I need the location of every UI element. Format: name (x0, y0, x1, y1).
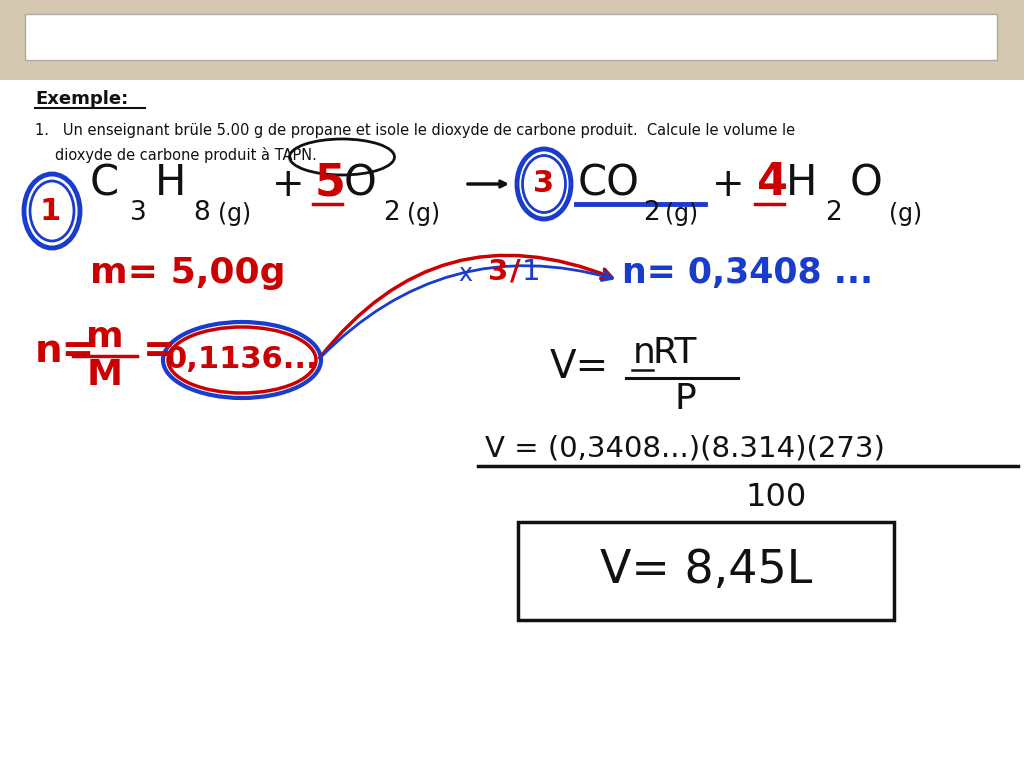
Text: dioxyde de carbone produit à TAPN.: dioxyde de carbone produit à TAPN. (55, 147, 316, 163)
Text: 3: 3 (534, 170, 555, 198)
Text: O: O (344, 162, 377, 204)
Text: 1: 1 (39, 197, 60, 226)
Text: +: + (272, 166, 304, 204)
FancyArrowPatch shape (319, 266, 612, 358)
Text: m: m (86, 320, 124, 354)
Text: P: P (674, 382, 695, 416)
Text: 3: 3 (488, 258, 508, 286)
Text: 8: 8 (193, 200, 210, 226)
Text: 1.   Un enseignant brüle 5.00 g de propane et isole le dioxyde de carbone produi: 1. Un enseignant brüle 5.00 g de propane… (35, 123, 795, 138)
Text: n=: n= (35, 332, 95, 370)
Text: (g): (g) (665, 202, 698, 226)
FancyBboxPatch shape (25, 14, 997, 60)
Text: V = (0,3408...)(8.314)(273): V = (0,3408...)(8.314)(273) (485, 435, 885, 463)
Text: (g): (g) (889, 202, 923, 226)
Text: (g): (g) (407, 202, 440, 226)
Text: 2: 2 (643, 200, 659, 226)
Text: 3: 3 (130, 200, 146, 226)
Text: H: H (155, 162, 186, 204)
Text: 1: 1 (522, 258, 541, 286)
Text: M: M (87, 358, 123, 392)
Text: C: C (90, 162, 119, 204)
Text: 2: 2 (825, 200, 842, 226)
Text: RT: RT (652, 336, 696, 370)
Text: +: + (712, 166, 744, 204)
Text: Exemple:: Exemple: (35, 90, 128, 108)
Text: H: H (786, 162, 817, 204)
Text: V=: V= (550, 348, 609, 386)
Text: m= 5,00g: m= 5,00g (90, 256, 286, 290)
Text: (g): (g) (218, 202, 251, 226)
Text: n= 0,3408 ...: n= 0,3408 ... (622, 256, 873, 290)
Text: 100: 100 (745, 482, 806, 513)
Text: /: / (510, 258, 520, 286)
Text: V= 8,45L: V= 8,45L (600, 548, 812, 594)
Text: =: = (143, 332, 176, 370)
FancyBboxPatch shape (518, 522, 894, 620)
Text: O: O (850, 162, 883, 204)
Text: CO: CO (578, 162, 640, 204)
Text: 4: 4 (757, 161, 788, 204)
Text: n: n (633, 336, 656, 370)
Text: 2: 2 (383, 200, 399, 226)
Text: 5: 5 (315, 161, 346, 204)
FancyArrowPatch shape (319, 255, 611, 358)
Text: 0,1136...: 0,1136... (166, 346, 318, 375)
Text: x: x (458, 262, 472, 286)
FancyBboxPatch shape (0, 0, 1024, 80)
